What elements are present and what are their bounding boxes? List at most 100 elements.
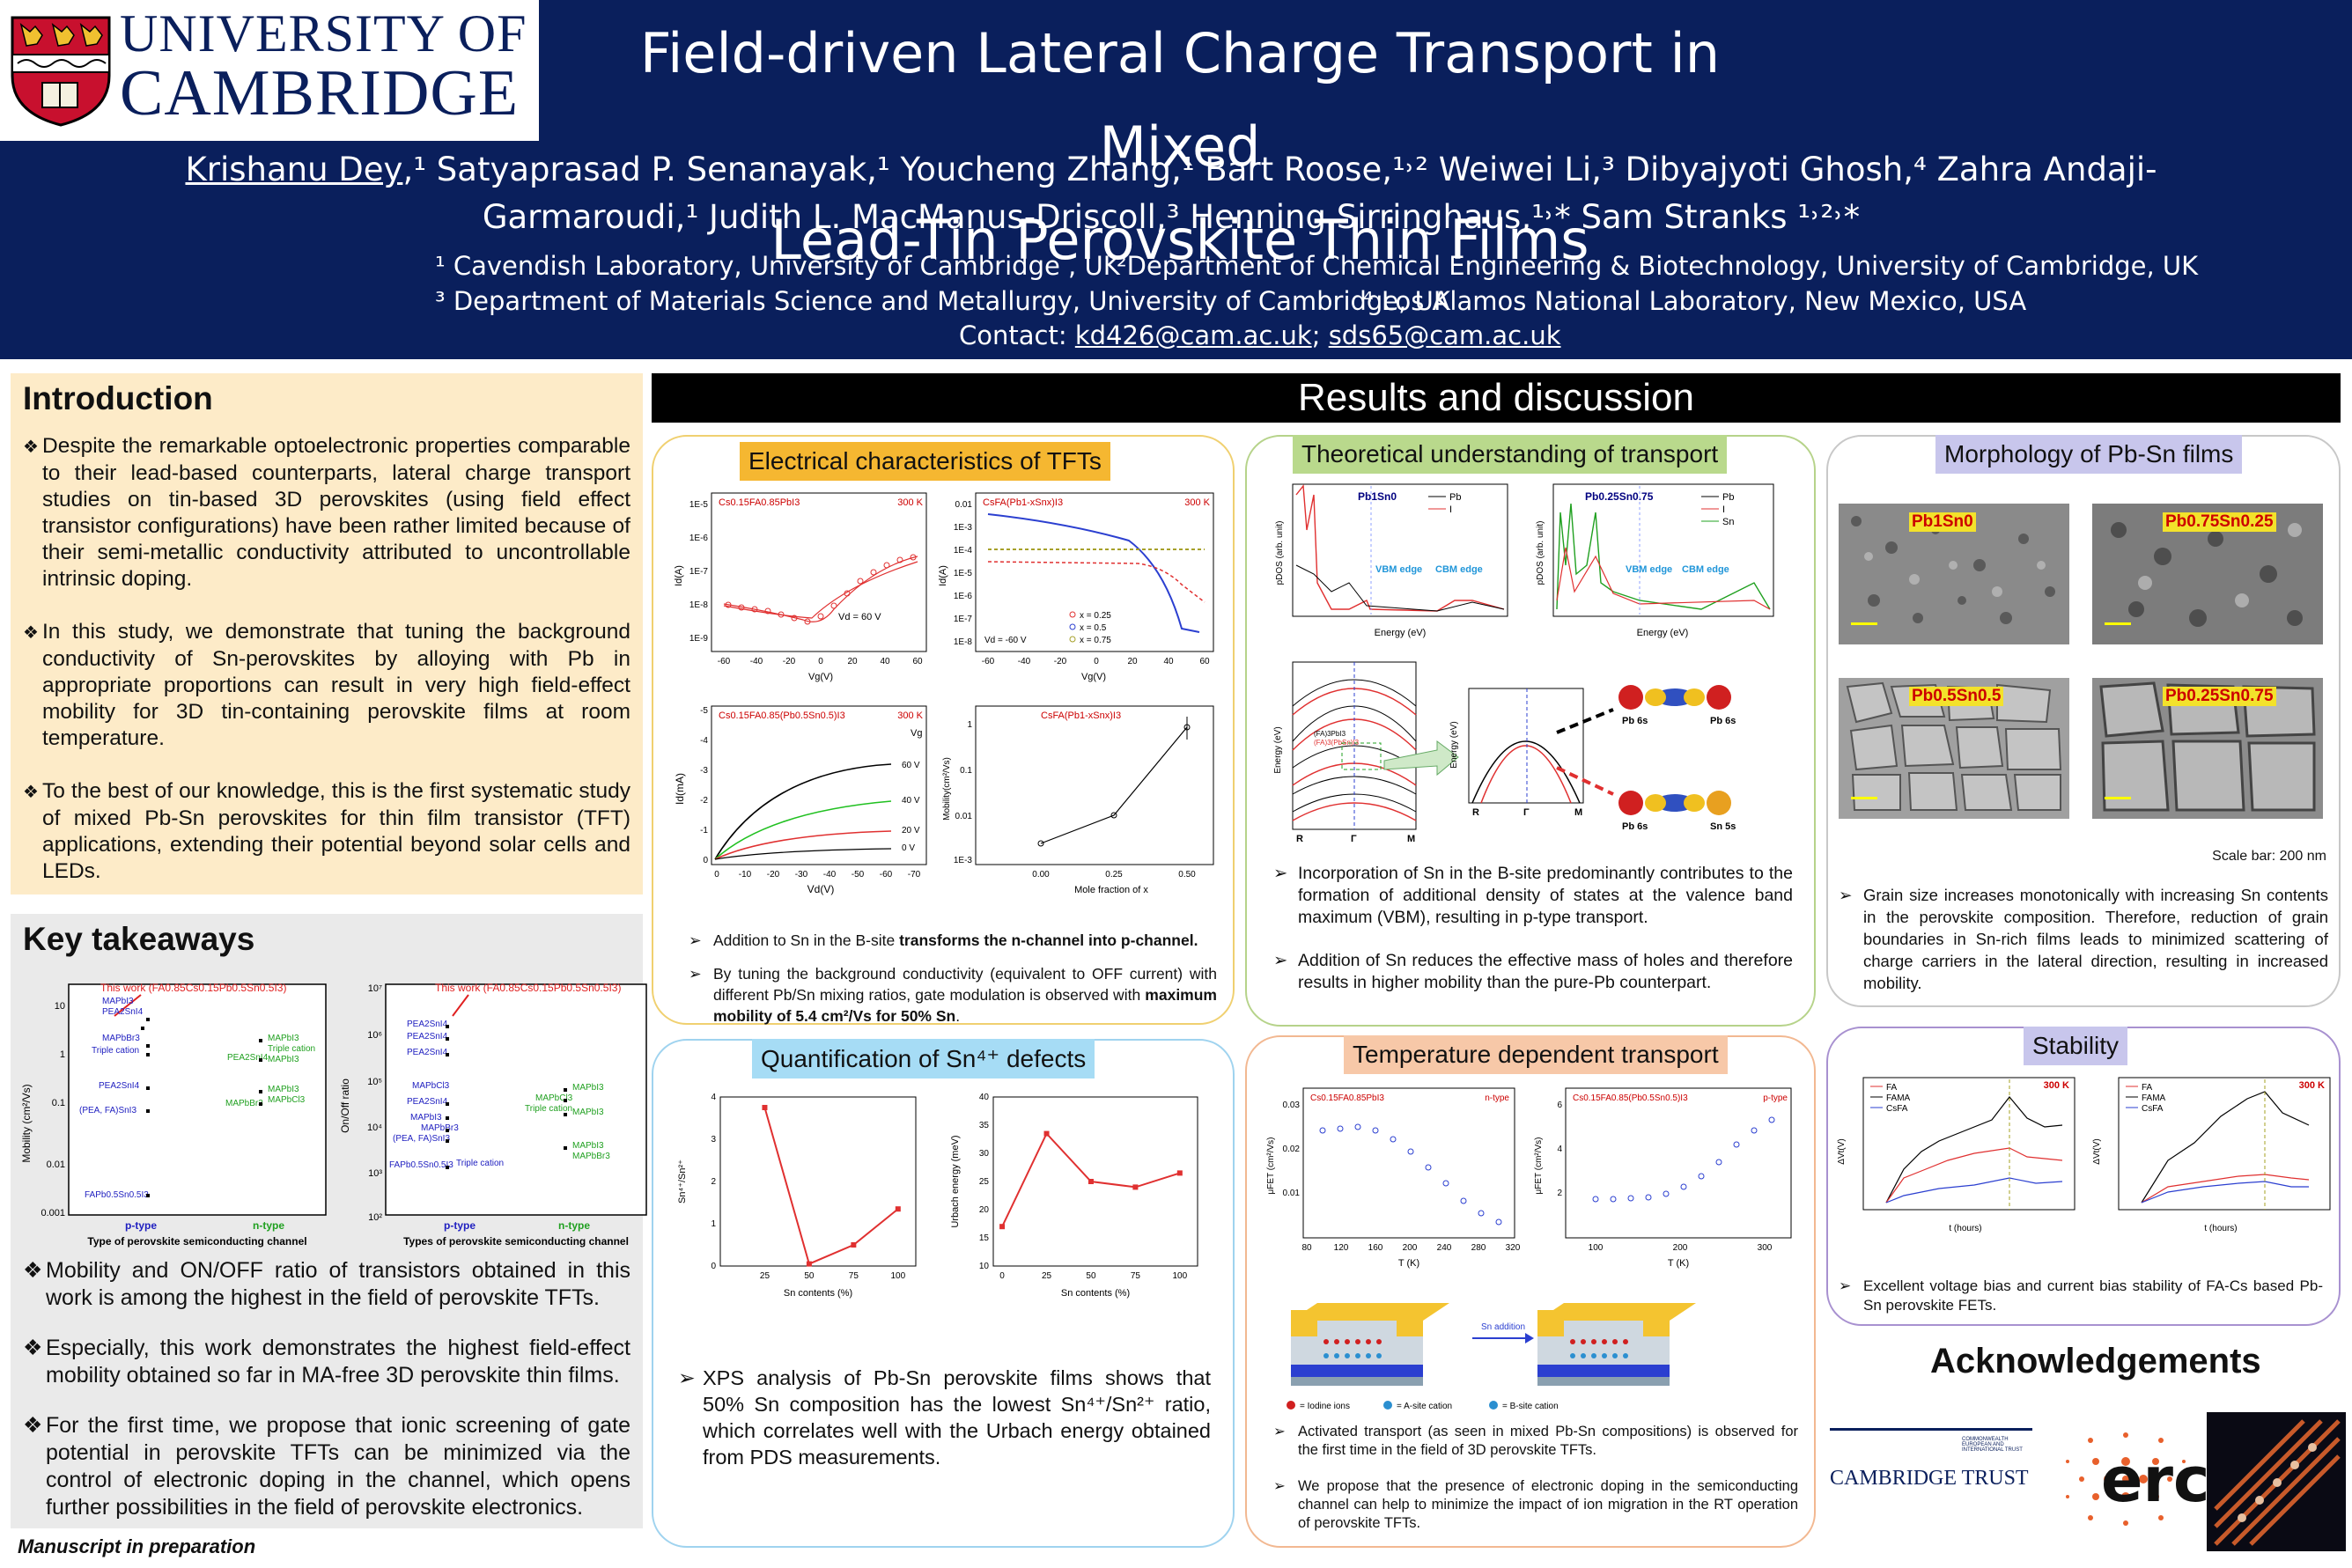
svg-text:40 V: 40 V bbox=[902, 796, 920, 806]
email-link-2[interactable]: sds65@cam.ac.uk bbox=[1328, 320, 1561, 350]
quantification-panel: Quantification of Sn⁴⁺ defects 0 1 2 3 4 25 50… bbox=[652, 1039, 1235, 1548]
svg-text:-50: -50 bbox=[852, 870, 865, 880]
takeaways-title: Key takeaways bbox=[23, 921, 255, 957]
svg-text:n-type: n-type bbox=[253, 1219, 284, 1232]
svg-text:Vd = -60 V: Vd = -60 V bbox=[984, 636, 1027, 645]
svg-text:1E-6: 1E-6 bbox=[954, 592, 973, 601]
svg-text:FA: FA bbox=[2142, 1083, 2153, 1093]
svg-text:Types of perovskite semiconduc: Types of perovskite semiconducting chann… bbox=[403, 1235, 629, 1248]
svg-text:-20: -20 bbox=[1054, 657, 1067, 666]
poster-header: UNIVERSITY OF CAMBRIDGE Field-driven Lat… bbox=[0, 0, 2352, 359]
contact-line: Contact: kd426@cam.ac.uk; sds65@cam.ac.u… bbox=[959, 320, 1561, 350]
diamond-bullet-icon: ❖ bbox=[23, 1258, 43, 1283]
urbach-y-tick: 15 bbox=[979, 1233, 990, 1243]
svg-text:240: 240 bbox=[1437, 1243, 1452, 1253]
takeaway-bullet-2: ❖ Especially, this work demonstrates the … bbox=[23, 1336, 630, 1388]
arrow-bullet-icon: ➢ bbox=[689, 931, 702, 949]
svg-text:Energy (eV): Energy (eV) bbox=[1449, 721, 1459, 768]
svg-text:40: 40 bbox=[1163, 657, 1174, 666]
svg-text:FAPb0.5Sn0.5I3: FAPb0.5Sn0.5I3 bbox=[85, 1190, 149, 1200]
svg-text:(FA)3(PbSn)I3: (FA)3(PbSn)I3 bbox=[1314, 739, 1360, 747]
svg-text:300 K: 300 K bbox=[2044, 1080, 2069, 1091]
svg-text:0: 0 bbox=[703, 856, 708, 865]
affiliation-1: ¹ Cavendish Laboratory, University of Ca… bbox=[435, 251, 1120, 281]
transfer-curve-pbsn: CsFA(Pb1-xSnx)I3 300 K Vd = -60 V x = 0.… bbox=[938, 492, 1214, 682]
sn-ratio-x-tick: 25 bbox=[760, 1271, 770, 1281]
sn-ratio-data-point bbox=[851, 1242, 857, 1248]
onoff-comparison-chart: This work (FA0.85Cs0.15Pb0.5Sn0.5I3) 10⁷… bbox=[339, 982, 647, 1248]
svg-text:p-type: p-type bbox=[125, 1219, 157, 1232]
svg-text:300 K: 300 K bbox=[1184, 497, 1210, 508]
intro-bullet-1: ❖ Despite the remarkable optoelectronic p… bbox=[23, 434, 630, 591]
svg-text:300: 300 bbox=[1758, 1243, 1773, 1253]
poster-title: Field-driven Lateral Charge Transport in… bbox=[564, 7, 1796, 287]
diamond-bullet-icon: ❖ bbox=[23, 1413, 43, 1438]
sem-texture-large-grains bbox=[2092, 678, 2323, 819]
svg-text:ΔVt(V): ΔVt(V) bbox=[2092, 1138, 2102, 1164]
svg-text:μFET (cm²/Vs): μFET (cm²/Vs) bbox=[1266, 1137, 1276, 1194]
stability-chart-current: 300 K FA FAMA CsFA t (hours) ΔVt(V) bbox=[2092, 1077, 2331, 1233]
svg-text:VBM edge: VBM edge bbox=[1375, 564, 1422, 575]
diamond-bullet-icon: ❖ bbox=[23, 438, 39, 457]
svg-text:0.001: 0.001 bbox=[41, 1208, 65, 1218]
svg-text:Sn 5s: Sn 5s bbox=[1710, 821, 1736, 832]
svg-text:p-type: p-type bbox=[444, 1219, 476, 1232]
svg-text:200: 200 bbox=[1403, 1243, 1418, 1253]
svg-text:60: 60 bbox=[1199, 657, 1210, 666]
acknowledgements-title: Acknowledgements bbox=[1930, 1342, 2261, 1380]
svg-text:PEA2SnI4: PEA2SnI4 bbox=[227, 1053, 269, 1063]
svg-text:300 K: 300 K bbox=[897, 710, 923, 721]
svg-text:This work (FA0.85Cs0.15Pb0.5Sn: This work (FA0.85Cs0.15Pb0.5Sn0.5I3) bbox=[435, 982, 621, 994]
svg-text:0.1: 0.1 bbox=[960, 766, 972, 776]
svg-text:MAPbBr3: MAPbBr3 bbox=[225, 1099, 263, 1108]
urbach-energy-chart: 10 15 20 25 30 35 40 0 25 50 75 100 Sn contents (%) U… bbox=[950, 1093, 1198, 1299]
svg-text:CsFA: CsFA bbox=[1886, 1104, 1908, 1114]
svg-text:0: 0 bbox=[1094, 657, 1099, 666]
svg-text:t (hours): t (hours) bbox=[2204, 1224, 2237, 1233]
svg-text:Pb1Sn0: Pb1Sn0 bbox=[1358, 490, 1397, 503]
svg-text:1E-5: 1E-5 bbox=[689, 500, 709, 510]
svg-text:PEA2SnI4: PEA2SnI4 bbox=[407, 1032, 448, 1042]
urbach-x-tick: 50 bbox=[1086, 1271, 1096, 1281]
arrow-bullet-icon: ➢ bbox=[1273, 951, 1288, 970]
svg-text:Γ: Γ bbox=[1351, 834, 1357, 844]
svg-text:Vg(V): Vg(V) bbox=[1081, 672, 1106, 682]
svg-text:0.25: 0.25 bbox=[1105, 870, 1123, 880]
svg-text:-70: -70 bbox=[908, 870, 921, 880]
urbach-data-point bbox=[999, 1224, 1006, 1230]
sem-label-4: Pb0.25Sn0.75 bbox=[2163, 687, 2276, 706]
logo-line2: CAMBRIDGE bbox=[120, 57, 520, 130]
device-pbsn bbox=[1537, 1303, 1696, 1386]
svg-text:0: 0 bbox=[714, 870, 719, 880]
svg-text:Triple cation: Triple cation bbox=[456, 1159, 504, 1168]
sn-ratio-y-tick: 2 bbox=[711, 1177, 716, 1187]
contact-label: Contact: bbox=[959, 320, 1075, 350]
svg-text:10⁶: 10⁶ bbox=[367, 1030, 382, 1041]
svg-text:Pb: Pb bbox=[1722, 492, 1734, 503]
svg-text:-30: -30 bbox=[795, 870, 808, 880]
svg-text:PEA2SnI4: PEA2SnI4 bbox=[407, 1097, 448, 1107]
urbach-x-tick: 100 bbox=[1172, 1271, 1187, 1281]
first-author: Krishanu Dey bbox=[185, 151, 403, 188]
svg-text:100: 100 bbox=[1589, 1243, 1604, 1253]
device-pure-pb bbox=[1291, 1303, 1449, 1386]
arrow-bullet-icon: ➢ bbox=[1273, 1424, 1286, 1439]
sn-ratio-chart: 0 1 2 3 4 25 50 75 100 Sn contents (%) Sn⁴⁺/Sn²⁺ bbox=[677, 1093, 917, 1299]
svg-text:0.01: 0.01 bbox=[47, 1159, 65, 1170]
svg-text:p-type: p-type bbox=[1763, 1093, 1788, 1103]
svg-text:60: 60 bbox=[912, 657, 923, 666]
email-link-1[interactable]: kd426@cam.ac.uk bbox=[1074, 320, 1312, 350]
svg-text:MAPbI3: MAPbI3 bbox=[268, 1085, 299, 1094]
svg-text:200: 200 bbox=[1673, 1243, 1688, 1253]
urbach-x-tick: 0 bbox=[999, 1271, 1005, 1281]
svg-text:On/Off ratio: On/Off ratio bbox=[339, 1078, 351, 1133]
svg-text:-60: -60 bbox=[880, 870, 893, 880]
title-line2: Lead-Tin Perovskite Thin Films bbox=[770, 208, 1589, 272]
morphology-title: Morphology of Pb-Sn films bbox=[1935, 435, 2243, 474]
quantification-text: ➢ XPS analysis of Pb-Sn perovskite films … bbox=[678, 1366, 1211, 1469]
sn-ratio-y-tick: 3 bbox=[711, 1135, 716, 1145]
scale-bar bbox=[2105, 797, 2131, 799]
svg-text:-60: -60 bbox=[982, 657, 995, 666]
svg-text:Pb: Pb bbox=[1449, 492, 1461, 503]
svg-text:-3: -3 bbox=[700, 766, 708, 776]
